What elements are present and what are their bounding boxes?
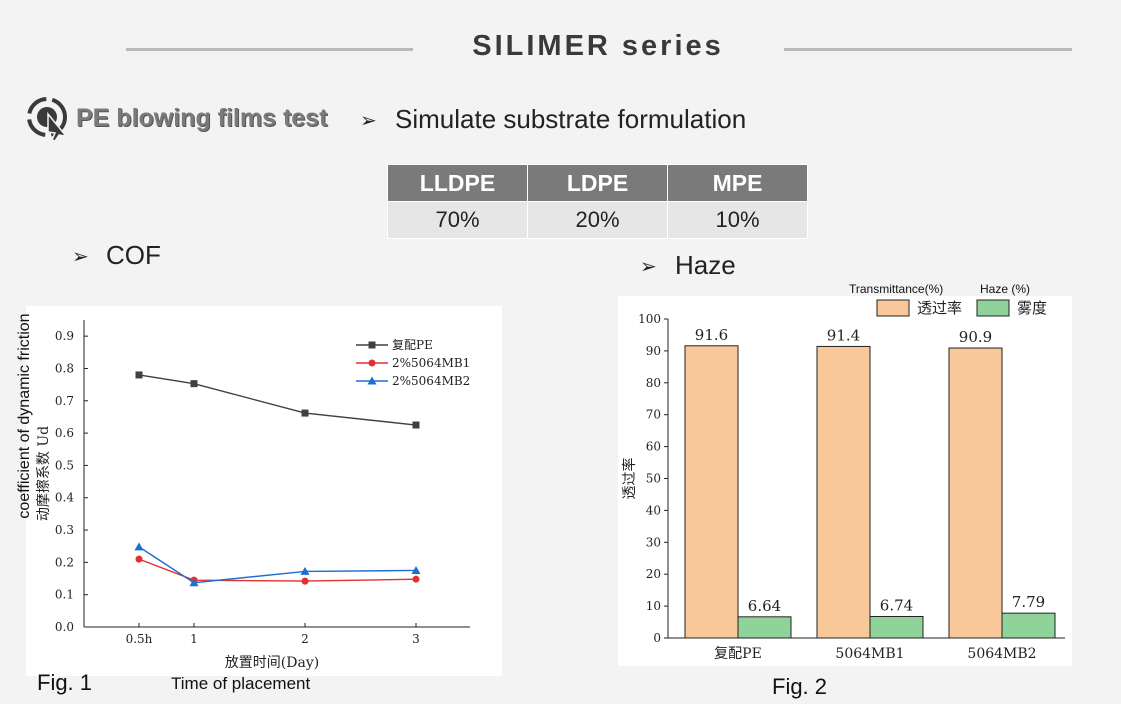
data-point <box>135 371 143 379</box>
legend-label: 2%5064MB2 <box>392 374 470 388</box>
bar <box>684 345 739 639</box>
data-point <box>135 555 143 563</box>
y-tick-label: 0.9 <box>55 329 74 343</box>
legend-label: 雾度 <box>1017 299 1047 317</box>
y-tick-label: 100 <box>638 312 661 326</box>
data-point <box>134 542 144 551</box>
cof-x-label-en: Time of placement <box>171 674 311 693</box>
x-tick-label: 复配PE <box>714 645 762 662</box>
cof-y-label-en: coefficient of dynamic friction <box>16 313 33 519</box>
haze-bar-chart: 0 10 20 30 40 50 60 70 80 90 100 复配PE 5064MB1 5064MB2… <box>621 299 1065 662</box>
legend-label: 2%5064MB1 <box>392 356 470 370</box>
y-tick-label: 0.0 <box>55 620 74 634</box>
arrow-bullet-icon: ➢ <box>640 256 657 278</box>
y-tick-label: 0.1 <box>55 588 74 602</box>
fig2-label: Fig. 2 <box>772 674 828 699</box>
table-header-cell: MPE <box>667 164 808 202</box>
data-label: 6.74 <box>880 596 913 614</box>
y-tick-label: 20 <box>646 567 661 581</box>
legend-transmittance-en: Transmittance(%) <box>849 282 944 296</box>
cursor-click-icon <box>27 97 68 142</box>
data-label: 91.4 <box>827 326 860 344</box>
series-line <box>138 374 417 426</box>
data-point <box>412 575 420 583</box>
y-tick-label: 0 <box>653 631 661 645</box>
table-cell: 70% <box>387 201 528 239</box>
legend-label: 复配PE <box>392 338 433 352</box>
header-rule-left <box>126 48 413 51</box>
cof-heading: COF <box>106 240 161 270</box>
header-rule-right <box>784 48 1072 51</box>
data-point <box>300 566 310 575</box>
bar <box>948 347 1003 639</box>
page-title: SILIMER series <box>472 30 724 62</box>
legend-label: 透过率 <box>917 299 962 317</box>
legend-swatch <box>876 299 910 317</box>
legend-marker <box>367 376 377 385</box>
cof-chart-panel <box>26 306 502 676</box>
y-tick-label: 30 <box>646 535 661 549</box>
haze-heading: Haze <box>675 250 736 280</box>
table-cell: 10% <box>667 201 808 239</box>
bar <box>737 616 792 639</box>
x-tick-label: 0.5h <box>126 632 153 646</box>
fig1-label: Fig. 1 <box>37 670 93 695</box>
y-tick-label: 0.8 <box>55 361 74 375</box>
bar <box>1001 612 1056 639</box>
legend-marker <box>368 341 376 349</box>
legend-marker <box>368 359 376 367</box>
x-tick-label: 2 <box>301 632 309 646</box>
x-tick-label: 5064MB2 <box>967 646 1036 662</box>
y-tick-label: 80 <box>646 376 661 390</box>
data-point <box>301 409 309 417</box>
y-tick-label: 0.5 <box>55 458 74 472</box>
x-tick-label: 3 <box>412 632 420 646</box>
y-axis-label-cn: 动摩擦系数 Ud <box>35 426 52 521</box>
y-tick-label: 10 <box>646 599 661 613</box>
y-tick-label: 70 <box>646 408 661 422</box>
y-tick-label: 40 <box>646 503 661 517</box>
data-point <box>301 577 309 585</box>
data-label: 7.79 <box>1012 593 1045 611</box>
y-tick-label: 0.7 <box>55 394 74 408</box>
data-label: 6.64 <box>748 597 781 615</box>
formulation-heading: Simulate substrate formulation <box>395 104 747 134</box>
table-row: 70% 20% 10% <box>387 201 808 239</box>
data-label: 91.6 <box>695 326 728 344</box>
x-axis-label-cn: 放置时间(Day) <box>225 655 319 671</box>
y-tick-label: 0.2 <box>55 555 74 569</box>
data-point <box>189 578 199 587</box>
table-header-cell: LDPE <box>527 164 668 202</box>
y-tick-label: 0.6 <box>55 426 74 440</box>
y-tick-label: 0.4 <box>55 491 74 505</box>
series-line <box>138 558 417 582</box>
bar <box>816 345 871 639</box>
y-tick-label: 90 <box>646 344 661 358</box>
data-point <box>412 421 420 429</box>
legend-swatch <box>976 299 1010 317</box>
x-tick-label: 1 <box>190 632 198 646</box>
y-axis-label-cn: 透过率 <box>621 458 638 500</box>
formulation-table: LLDPE LDPE MPE 70% 20% 10% <box>387 164 808 239</box>
series-line <box>138 546 417 584</box>
data-point <box>411 565 421 574</box>
arrow-bullet-icon: ➢ <box>72 246 89 268</box>
y-tick-label: 60 <box>646 440 661 454</box>
table-cell: 20% <box>527 201 668 239</box>
data-point <box>190 380 198 388</box>
table-header-row: LLDPE LDPE MPE <box>387 164 808 202</box>
bar <box>869 615 924 639</box>
cof-line-chart: 0.0 0.1 0.2 0.3 0.4 0.5 0.6 0.7 0.8 0.9 0.5h 1 2 3 放置时… <box>35 320 470 671</box>
legend-haze-en: Haze (%) <box>980 282 1031 296</box>
section-label: PE blowing films test <box>76 104 328 132</box>
table-header-cell: LLDPE <box>387 164 528 202</box>
arrow-bullet-icon: ➢ <box>360 110 377 132</box>
data-label: 90.9 <box>959 328 992 346</box>
x-tick-label: 5064MB1 <box>835 646 904 662</box>
y-tick-label: 0.3 <box>55 523 74 537</box>
y-tick-label: 50 <box>646 472 661 486</box>
